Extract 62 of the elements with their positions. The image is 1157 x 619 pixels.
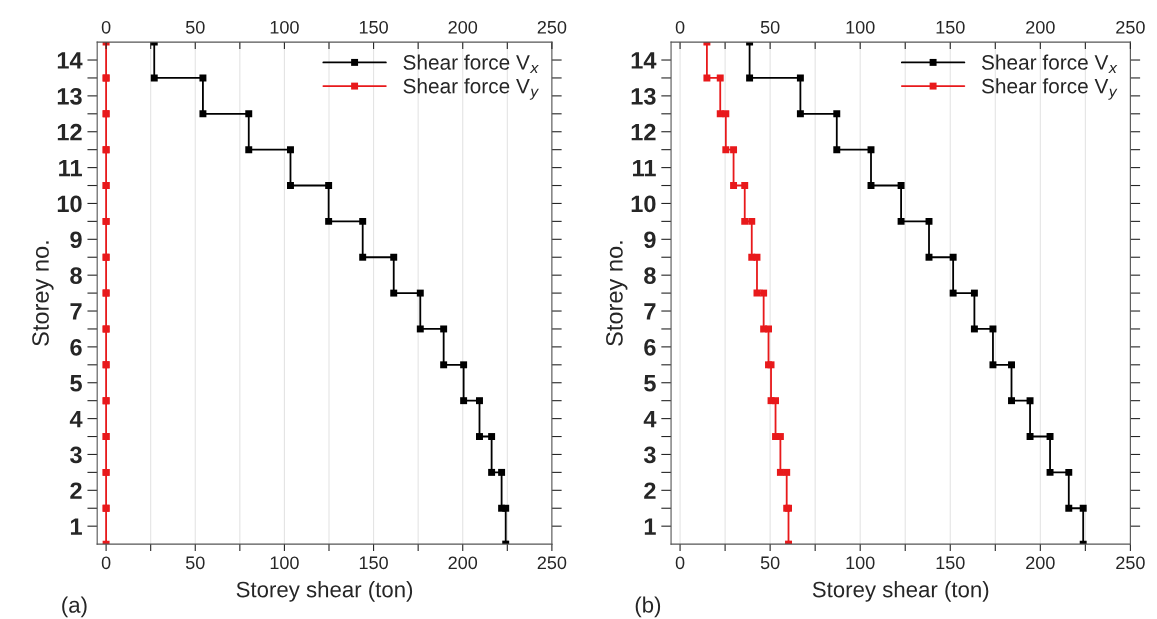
x-tick-label: 0: [101, 20, 111, 34]
y-tick-label: 14: [631, 52, 657, 69]
x2-tick-label: 250: [1116, 556, 1145, 570]
x2-tick-label: 250: [537, 556, 567, 570]
y-tick-label: 6: [644, 338, 656, 356]
y-tick-label: 13: [631, 87, 656, 105]
x2-tick-label: 100: [846, 556, 875, 570]
x2-tick-label: 200: [448, 556, 478, 570]
x-tick-label: 150: [359, 20, 388, 34]
y-tick-label: 1: [70, 518, 82, 535]
x-tick-label: 200: [448, 20, 478, 34]
y-tick-label: 11: [59, 159, 82, 177]
y-tick-label: 10: [631, 195, 656, 213]
y-tick-label: 3: [643, 446, 656, 464]
y-axis-title: Storey no.: [606, 241, 628, 346]
x2-tick-label: 200: [1026, 556, 1055, 570]
text: (a): [62, 596, 87, 618]
y-tick-label: 7: [644, 303, 656, 320]
legend-label: Shear force V$_{x}$: [981, 54, 1118, 73]
legend-label: Shear force V$_{y}$: [403, 78, 539, 100]
y-tick-label: 2: [644, 482, 656, 499]
y-tick-label: 4: [69, 410, 83, 428]
y-tick-label: 3: [70, 446, 82, 464]
x2-tick-label: 150: [936, 556, 965, 570]
y-tick-label: 2: [70, 482, 82, 499]
x2-tick-label: 0: [675, 556, 685, 570]
y-tick-label: 9: [644, 231, 656, 249]
x2-tick-label: 100: [270, 556, 299, 570]
x-tick-label: 150: [936, 20, 965, 34]
y-tick-label: 12: [57, 123, 82, 141]
y-tick-label: 1: [644, 518, 656, 535]
y-tick-label: 8: [644, 267, 656, 284]
y-tick-label: 9: [70, 231, 82, 249]
y-axis-title: Storey no.: [32, 241, 54, 346]
y-tick-label: 10: [57, 195, 82, 213]
x2-tick-label: 150: [359, 556, 388, 570]
x2-tick-label: 50: [185, 556, 205, 570]
x2-tick-label: 0: [101, 556, 111, 570]
y-tick-label: 8: [70, 267, 82, 284]
y-tick-label: 7: [70, 303, 82, 320]
x-tick-label: 200: [1026, 20, 1055, 34]
x-tick-label: 50: [185, 20, 205, 34]
y-tick-label: 14: [57, 52, 83, 69]
x2-tick-label: 50: [760, 556, 780, 570]
legend-label: Shear force V$_{x}$: [403, 54, 539, 73]
y-tick-label: 12: [631, 123, 656, 141]
y-tick-label: 11: [633, 159, 656, 177]
y-tick-label: 13: [57, 87, 82, 105]
y-tick-label: 5: [644, 375, 656, 392]
x-tick-label: 250: [1116, 20, 1145, 34]
y-tick-label: 6: [70, 338, 82, 356]
legend-label: Shear force V$_{y}$: [981, 78, 1118, 100]
x-tick-label: 100: [846, 20, 875, 34]
text: (b): [635, 596, 661, 618]
x-axis-title: Storey shear (ton): [812, 581, 989, 602]
y-tick-label: 5: [70, 375, 82, 392]
x-tick-label: 250: [537, 20, 567, 34]
x-tick-label: 50: [760, 20, 780, 34]
x-tick-label: 0: [675, 20, 685, 34]
x-axis-title: Storey shear (ton): [236, 581, 413, 602]
x-tick-label: 100: [270, 20, 299, 34]
y-tick-label: 4: [643, 410, 657, 428]
